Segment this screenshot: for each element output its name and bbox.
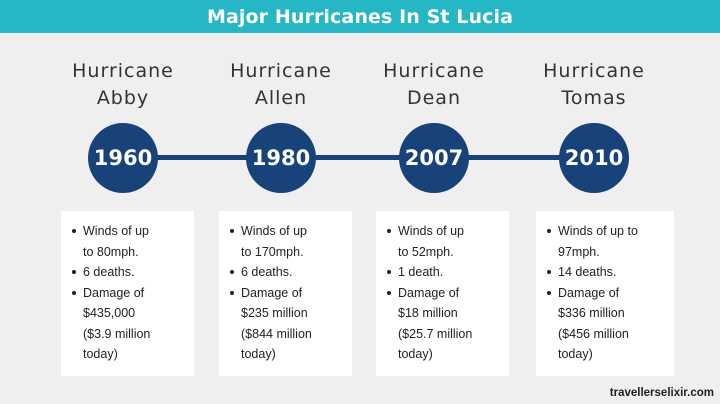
fact-line: $18 million xyxy=(398,306,458,320)
hurricane-name-line: Hurricane xyxy=(230,60,332,82)
page-title: Major Hurricanes In St Lucia xyxy=(206,5,513,28)
fact-item: Damage of $435,000 ($3.9 million today) xyxy=(69,283,188,365)
hurricane-name-line: Abby xyxy=(96,87,150,109)
year-circle: 2007 xyxy=(399,123,469,193)
hurricane-name-line: Dean xyxy=(406,87,461,109)
fact-line: Winds of up xyxy=(241,224,308,238)
fact-line: 14 deaths. xyxy=(558,265,617,279)
hurricane-name: Hurricane Tomas xyxy=(514,58,674,112)
facts-list: Winds of up to 170mph. 6 deaths. Damage … xyxy=(227,221,346,365)
fact-line: $235 million xyxy=(241,306,308,320)
fact-line: ($3.9 million xyxy=(83,326,151,341)
hurricane-name: Hurricane Abby xyxy=(43,58,203,112)
year-circle: 2010 xyxy=(559,123,629,193)
fact-line: to 80mph. xyxy=(83,244,139,259)
fact-line: to 52mph. xyxy=(398,244,454,259)
fact-item: 14 deaths. xyxy=(544,262,668,283)
title-banner: Major Hurricanes In St Lucia xyxy=(0,0,720,33)
fact-item: Damage of $336 million ($456 million tod… xyxy=(544,283,668,365)
fact-line: Damage of xyxy=(398,285,460,300)
hurricane-column: Hurricane Dean 2007 Winds of up to 52mph… xyxy=(354,0,514,404)
fact-line: Damage of xyxy=(241,285,303,300)
facts-list: Winds of up to 97mph. 14 deaths. Damage … xyxy=(544,221,668,365)
facts-card: Winds of up to 97mph. 14 deaths. Damage … xyxy=(536,211,674,376)
hurricane-column: Hurricane Abby 1960 Winds of up to 80mph… xyxy=(43,0,203,404)
year-circle: 1960 xyxy=(88,123,158,193)
fact-line: ($25.7 million xyxy=(398,326,473,341)
hurricane-name-line: Allen xyxy=(254,87,308,109)
timeline-line xyxy=(125,155,595,160)
fact-item: Damage of $235 million ($844 million tod… xyxy=(227,283,346,365)
facts-list: Winds of up to 52mph. 1 death. Damage of… xyxy=(384,221,503,365)
year-circle: 1980 xyxy=(246,123,316,193)
fact-line: 1 death. xyxy=(398,265,444,279)
facts-card: Winds of up to 80mph. 6 deaths. Damage o… xyxy=(61,211,194,376)
site-credit: travellerselixir.com xyxy=(609,387,714,399)
facts-card: Winds of up to 52mph. 1 death. Damage of… xyxy=(376,211,509,376)
fact-line: Damage of xyxy=(558,285,620,300)
fact-line: $435,000 xyxy=(83,306,136,320)
hurricane-column: Hurricane Tomas 2010 Winds of up to 97mp… xyxy=(514,0,674,404)
fact-line: today) xyxy=(241,347,276,361)
hurricane-column: Hurricane Allen 1980 Winds of up to 170m… xyxy=(201,0,361,404)
fact-item: Damage of $18 million ($25.7 million tod… xyxy=(384,283,503,365)
hurricane-name: Hurricane Dean xyxy=(354,58,514,112)
fact-line: ($456 million xyxy=(558,326,629,341)
fact-item: Winds of up to 80mph. xyxy=(69,221,188,262)
fact-line: ($844 million xyxy=(241,326,312,341)
fact-line: 6 deaths. xyxy=(83,265,135,279)
hurricane-name: Hurricane Allen xyxy=(201,58,361,112)
fact-item: 6 deaths. xyxy=(69,262,188,283)
fact-line: 6 deaths. xyxy=(241,265,293,279)
hurricane-name-line: Hurricane xyxy=(72,60,174,82)
fact-line: to 170mph. xyxy=(241,244,304,259)
fact-item: Winds of up to 97mph. xyxy=(544,221,668,262)
fact-line: today) xyxy=(398,347,433,361)
fact-line: today) xyxy=(558,347,593,361)
hurricane-name-line: Hurricane xyxy=(383,60,485,82)
facts-card: Winds of up to 170mph. 6 deaths. Damage … xyxy=(219,211,352,376)
fact-item: Winds of up to 170mph. xyxy=(227,221,346,262)
fact-line: 97mph. xyxy=(558,244,600,259)
fact-item: Winds of up to 52mph. xyxy=(384,221,503,262)
fact-line: Winds of up to xyxy=(558,224,638,238)
fact-line: $336 million xyxy=(558,306,625,320)
hurricane-name-line: Hurricane xyxy=(543,60,645,82)
fact-item: 1 death. xyxy=(384,262,503,283)
facts-list: Winds of up to 80mph. 6 deaths. Damage o… xyxy=(69,221,188,365)
fact-item: 6 deaths. xyxy=(227,262,346,283)
hurricane-name-line: Tomas xyxy=(561,87,627,109)
fact-line: Winds of up xyxy=(83,224,150,238)
fact-line: today) xyxy=(83,347,118,361)
fact-line: Damage of xyxy=(83,285,145,300)
fact-line: Winds of up xyxy=(398,224,465,238)
